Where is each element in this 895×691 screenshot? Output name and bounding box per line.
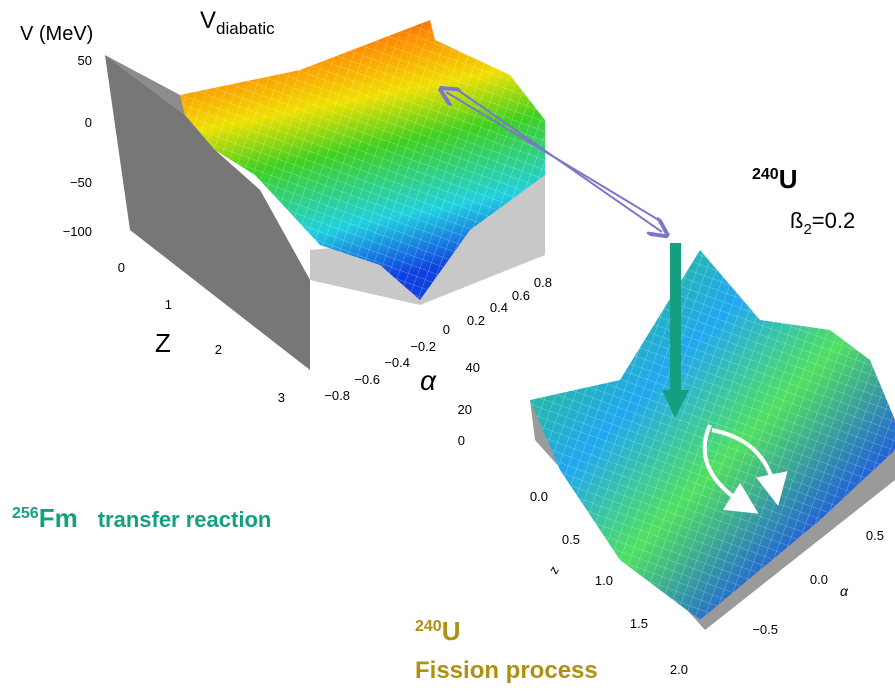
u-mass: 240: [415, 618, 442, 635]
z-tick-label: 0: [458, 433, 465, 448]
x-tick-label: −0.2: [410, 339, 436, 354]
z-axis-label: V (MeV): [20, 23, 93, 45]
z-tick-label: 0: [85, 115, 92, 130]
x-tick-label: 0.8: [534, 275, 552, 290]
fm-label: 256Fm transfer reaction: [12, 503, 271, 533]
beta: ß: [790, 208, 803, 233]
z-tick-label: 40: [466, 360, 480, 375]
x-tick-label: 0.5: [866, 528, 884, 543]
x-tick-label: −0.4: [384, 355, 410, 370]
u-label: 240U: [415, 616, 460, 646]
z-tick-label: 50: [78, 53, 92, 68]
y-tick-label: 2: [215, 342, 222, 357]
y-axis-label-2: z: [546, 563, 562, 576]
x-tick-label: −0.6: [354, 372, 380, 387]
y-tick-label: 0.5: [562, 532, 580, 547]
nucleus-label: 240U: [752, 164, 797, 194]
x-tick-label: 0.0: [810, 572, 828, 587]
fm-symbol: Fm: [39, 503, 78, 533]
y-tick-label: 2.0: [670, 662, 688, 677]
fm-text: transfer reaction: [98, 507, 272, 532]
x-tick-label: 0: [443, 322, 450, 337]
x-tick-label: −0.8: [324, 388, 350, 403]
title-main: V: [200, 7, 216, 34]
y-tick-label: 1: [165, 297, 172, 312]
surface-plot-2: [530, 250, 895, 630]
figure: V (MeV) Vdiabatic Z α 240U ß2=0.2 z α 25…: [0, 0, 895, 691]
y-axis-label: Z: [155, 328, 171, 358]
beta-sub: 2: [803, 221, 811, 238]
x-tick-label: 0.2: [467, 313, 485, 328]
x-tick-label: −0.5: [752, 622, 778, 637]
z-tick-label: −100: [63, 224, 92, 239]
u-symbol: U: [442, 616, 461, 646]
mass-number: 240: [752, 166, 779, 183]
y-tick-label: 1.0: [595, 573, 613, 588]
fm-mass: 256: [12, 505, 39, 522]
element: U: [779, 164, 798, 194]
y-tick-label: 0.0: [530, 489, 548, 504]
x-axis-label-2: α: [840, 583, 849, 599]
y-tick-label: 1.5: [630, 616, 648, 631]
beta-value: =0.2: [812, 208, 855, 233]
u-text: Fission process: [415, 657, 598, 684]
y-tick-label: 0: [118, 260, 125, 275]
z-tick-label: −50: [70, 175, 92, 190]
deformation: ß2=0.2: [790, 208, 855, 238]
x-tick-label: 0.6: [512, 288, 530, 303]
x-tick-label: 0.4: [490, 300, 508, 315]
title-sub: diabatic: [216, 19, 275, 38]
z-tick-label: 20: [458, 402, 472, 417]
x-axis-label: α: [420, 365, 437, 396]
y-tick-label: 3: [278, 390, 285, 405]
plot-title: Vdiabatic: [200, 7, 275, 38]
